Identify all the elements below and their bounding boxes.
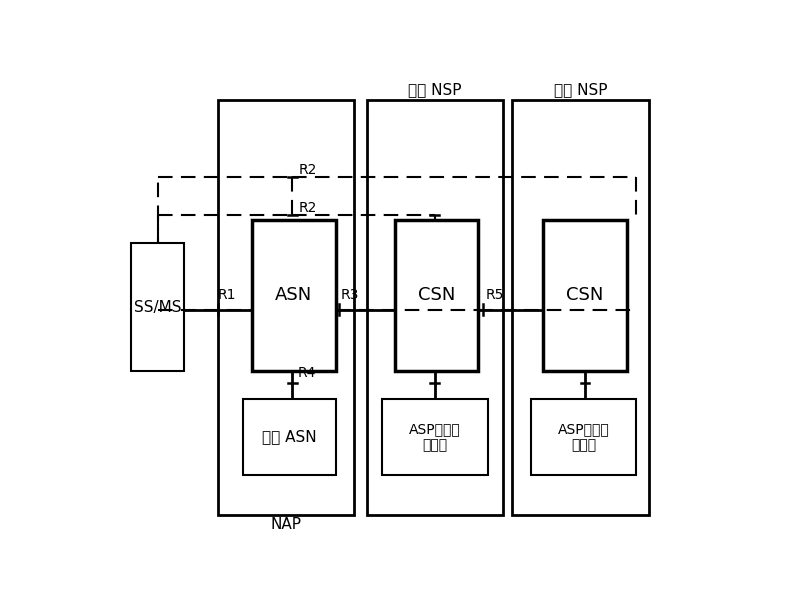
Text: R5: R5 bbox=[486, 288, 504, 302]
Text: CSN: CSN bbox=[566, 286, 604, 305]
Bar bbox=[531, 399, 636, 474]
Text: 其他 ASN: 其他 ASN bbox=[262, 430, 317, 444]
Text: R1: R1 bbox=[218, 288, 236, 302]
Text: ASN: ASN bbox=[275, 286, 312, 305]
Text: R4: R4 bbox=[297, 367, 315, 380]
Bar bbox=[242, 399, 336, 474]
Bar bbox=[252, 220, 336, 371]
Bar bbox=[218, 99, 354, 515]
Bar bbox=[512, 99, 649, 515]
Text: ASP网络或
因特网: ASP网络或 因特网 bbox=[558, 422, 610, 452]
Text: NAP: NAP bbox=[270, 517, 302, 532]
Bar bbox=[382, 399, 487, 474]
Text: R2: R2 bbox=[298, 201, 317, 215]
Bar bbox=[543, 220, 627, 371]
Bar bbox=[131, 243, 184, 371]
Text: R3: R3 bbox=[341, 288, 359, 302]
Text: 归属 NSP: 归属 NSP bbox=[554, 82, 607, 97]
Text: R2: R2 bbox=[298, 163, 317, 177]
Text: CSN: CSN bbox=[418, 286, 455, 305]
Text: ASP网络或
因特网: ASP网络或 因特网 bbox=[409, 422, 461, 452]
Bar bbox=[366, 99, 503, 515]
Bar bbox=[394, 220, 478, 371]
Text: 拜访 NSP: 拜访 NSP bbox=[408, 82, 462, 97]
Text: SS/MS: SS/MS bbox=[134, 300, 181, 314]
